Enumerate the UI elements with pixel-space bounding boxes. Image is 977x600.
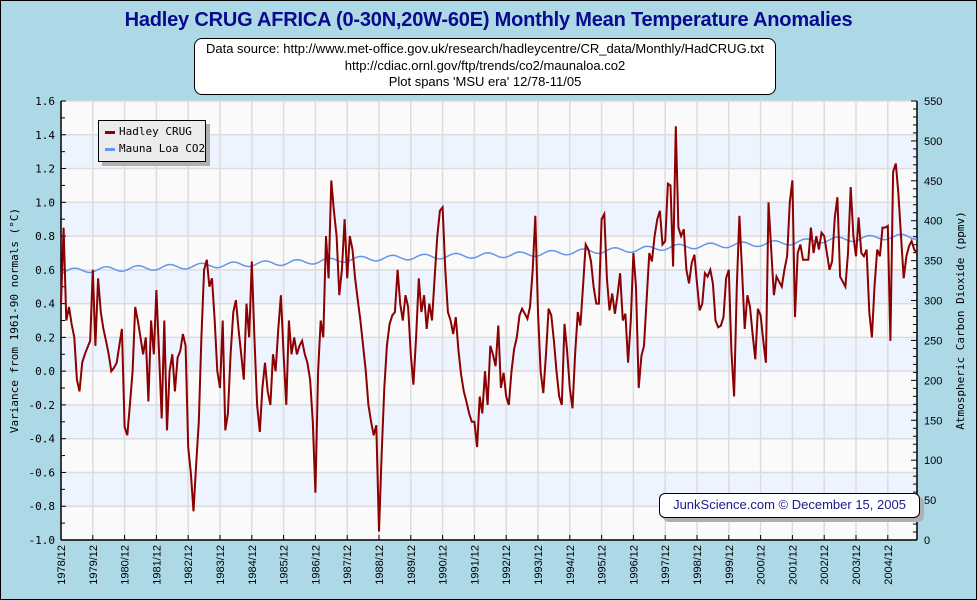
x-tick-label: 1995/12 bbox=[597, 545, 609, 585]
y-tick-label: -0.2 bbox=[29, 399, 56, 412]
y-tick-label: 0.8 bbox=[35, 230, 55, 243]
y2-tick-label: 100 bbox=[924, 455, 942, 467]
y2-axis-label: Atmospheric Carbon Dioxide (ppmv) bbox=[954, 211, 967, 430]
x-tick-label: 1980/12 bbox=[120, 545, 132, 585]
y-tick-label: 1.4 bbox=[35, 129, 55, 142]
plot-background bbox=[61, 101, 917, 540]
y-axis-label: Variance from 1961-90 normals (°C) bbox=[8, 208, 21, 433]
y2-tick-label: 50 bbox=[924, 495, 936, 507]
y-tick-label: -0.4 bbox=[29, 433, 56, 446]
x-tick-label: 1996/12 bbox=[628, 545, 640, 585]
plot-band bbox=[61, 269, 917, 304]
x-tick-label: 1982/12 bbox=[183, 545, 195, 585]
legend-swatch-co2 bbox=[105, 147, 115, 151]
x-tick-label: 1979/12 bbox=[88, 545, 100, 585]
y2-tick-label: 250 bbox=[924, 335, 942, 347]
legend-label: Hadley CRUG bbox=[119, 125, 192, 138]
x-tick-label: 1989/12 bbox=[406, 545, 418, 585]
y2-tick-label: 350 bbox=[924, 256, 942, 268]
co2-series-line bbox=[60, 233, 917, 275]
hadley-series-line bbox=[60, 126, 918, 532]
co2-source-line: http://cdiac.ornl.gov/ftp/trends/co2/mau… bbox=[344, 57, 626, 73]
x-tick-label: 1999/12 bbox=[724, 545, 736, 585]
y-tick-label: 0.6 bbox=[35, 264, 55, 277]
data-source-line: Data source: http://www.met-office.gov.u… bbox=[205, 41, 765, 56]
legend: Hadley CRUG Mauna Loa CO2 bbox=[98, 120, 206, 162]
x-tick-label: 1978/12 bbox=[56, 545, 68, 585]
y-tick-label: 1.0 bbox=[35, 196, 55, 209]
y2-tick-label: 450 bbox=[924, 176, 942, 188]
y-tick-label: 1.2 bbox=[35, 163, 55, 176]
x-tick-label: 1986/12 bbox=[310, 545, 322, 585]
legend-item-hadley: Hadley CRUG bbox=[105, 125, 192, 139]
x-tick-label: 1988/12 bbox=[374, 545, 386, 585]
x-tick-label: 2004/12 bbox=[883, 545, 895, 585]
legend-item-co2: Mauna Loa CO2 bbox=[105, 142, 205, 156]
y2-tick-label: 400 bbox=[924, 216, 942, 228]
y-tick-label: 0.0 bbox=[35, 365, 55, 378]
y-tick-label: -0.6 bbox=[29, 466, 56, 479]
chart-title: Hadley CRUG AFRICA (0-30N,20W-60E) Month… bbox=[124, 9, 853, 31]
x-tick-label: 1998/12 bbox=[692, 545, 704, 585]
y2-tick-label: 150 bbox=[924, 415, 942, 427]
x-tick-label: 1994/12 bbox=[565, 545, 577, 585]
legend-swatch-hadley bbox=[105, 130, 115, 134]
y2-tick-label: 550 bbox=[924, 96, 942, 108]
x-tick-label: 1990/12 bbox=[438, 545, 450, 585]
x-tick-label: 2002/12 bbox=[819, 545, 831, 585]
credit-box: JunkScience.com © December 15, 2005 bbox=[659, 493, 920, 518]
x-tick-label: 2000/12 bbox=[756, 545, 768, 585]
y2-tick-label: 300 bbox=[924, 296, 942, 308]
x-tick-label: 1987/12 bbox=[342, 545, 354, 585]
x-tick-label: 2003/12 bbox=[851, 545, 863, 585]
x-tick-label: 1984/12 bbox=[247, 545, 259, 585]
y2-tick-label: 500 bbox=[924, 136, 942, 148]
legend-label: Mauna Loa CO2 bbox=[119, 142, 206, 155]
y-tick-label: 0.4 bbox=[35, 298, 55, 311]
y-tick-label: 1.6 bbox=[35, 95, 55, 108]
y-tick-label: -1.0 bbox=[29, 534, 56, 547]
x-tick-label: 1992/12 bbox=[501, 545, 513, 585]
y-tick-label: 0.2 bbox=[35, 331, 55, 344]
plot-span-line: Plot spans 'MSU era' 12/78-11/05 bbox=[388, 74, 582, 89]
x-tick-label: 1981/12 bbox=[151, 545, 163, 585]
y2-tick-label: 0 bbox=[924, 535, 930, 547]
x-tick-label: 1993/12 bbox=[533, 545, 545, 585]
x-tick-label: 2001/12 bbox=[787, 545, 799, 585]
x-tick-label: 1997/12 bbox=[660, 545, 672, 585]
y2-tick-label: 200 bbox=[924, 375, 942, 387]
x-tick-label: 1985/12 bbox=[279, 545, 291, 585]
data-source-box: Data source: http://www.met-office.gov.u… bbox=[194, 38, 776, 95]
x-tick-label: 1983/12 bbox=[215, 545, 227, 585]
plot-band bbox=[61, 202, 917, 237]
x-tick-label: 1991/12 bbox=[469, 545, 481, 585]
plot-band bbox=[61, 404, 917, 439]
y-tick-label: -0.8 bbox=[29, 500, 56, 513]
